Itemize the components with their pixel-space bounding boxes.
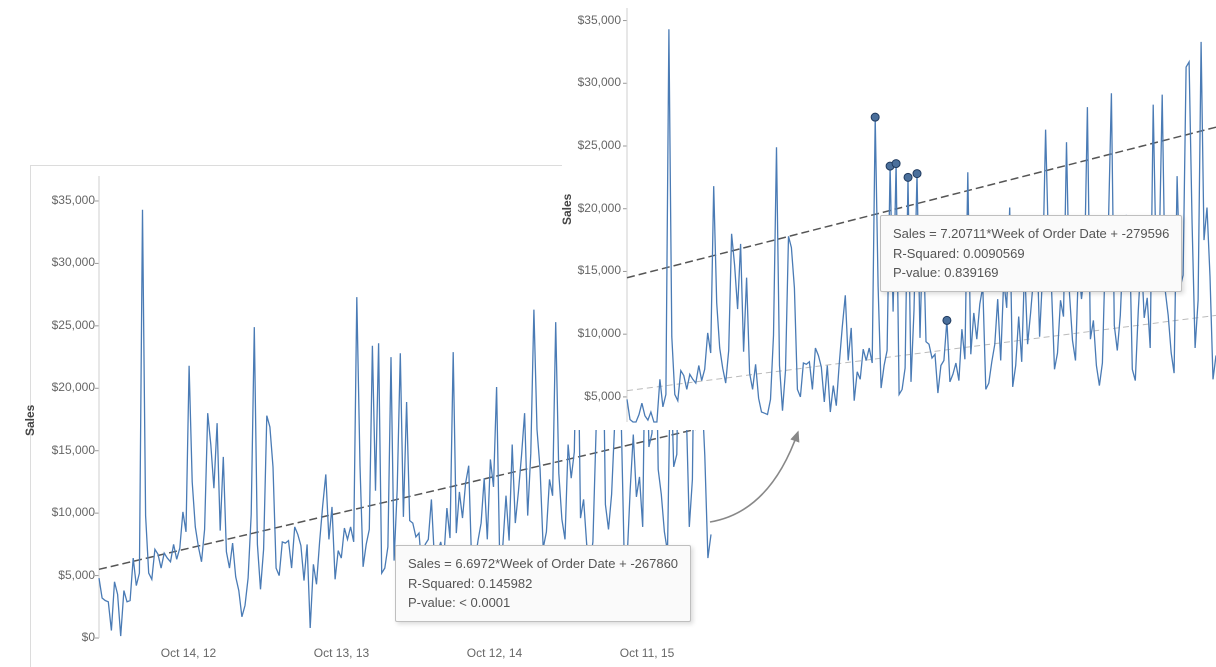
y-tick-label: $0 — [35, 630, 95, 644]
highlight-marker[interactable] — [871, 113, 879, 121]
x-tick-label: Oct 11, 15 — [620, 646, 674, 660]
tooltip-line: R-Squared: 0.145982 — [408, 574, 678, 594]
x-tick-label: Oct 14, 12 — [161, 646, 216, 660]
left-trend-tooltip: Sales = 6.6972*Week of Order Date + -267… — [395, 545, 691, 622]
tooltip-line: Sales = 7.20711*Week of Order Date + -27… — [893, 224, 1169, 244]
tooltip-line: P-value: 0.839169 — [893, 263, 1169, 283]
y-tick-label: $25,000 — [566, 138, 621, 152]
y-tick-label: $20,000 — [35, 380, 95, 394]
highlight-marker[interactable] — [913, 170, 921, 178]
y-tick-label: $25,000 — [35, 318, 95, 332]
tooltip-line: P-value: < 0.0001 — [408, 593, 678, 613]
x-tick-label: Oct 12, 14 — [467, 646, 522, 660]
y-tick-label: $10,000 — [35, 505, 95, 519]
highlight-marker[interactable] — [943, 316, 951, 324]
y-tick-label: $30,000 — [566, 75, 621, 89]
tooltip-line: R-Squared: 0.0090569 — [893, 244, 1169, 264]
y-tick-label: $35,000 — [566, 13, 621, 27]
tooltip-line: Sales = 6.6972*Week of Order Date + -267… — [408, 554, 678, 574]
y-tick-label: $15,000 — [566, 263, 621, 277]
y-tick-label: $5,000 — [566, 389, 621, 403]
y-tick-label: $20,000 — [566, 201, 621, 215]
x-tick-label: Oct 13, 13 — [314, 646, 369, 660]
y-tick-label: $10,000 — [566, 326, 621, 340]
right-trend-tooltip: Sales = 7.20711*Week of Order Date + -27… — [880, 215, 1182, 292]
y-tick-label: $5,000 — [35, 568, 95, 582]
y-tick-label: $30,000 — [35, 255, 95, 269]
y-tick-label: $35,000 — [35, 193, 95, 207]
arrow-path — [710, 432, 798, 522]
highlight-marker[interactable] — [904, 173, 912, 181]
y-tick-label: $15,000 — [35, 443, 95, 457]
highlight-marker[interactable] — [892, 160, 900, 168]
